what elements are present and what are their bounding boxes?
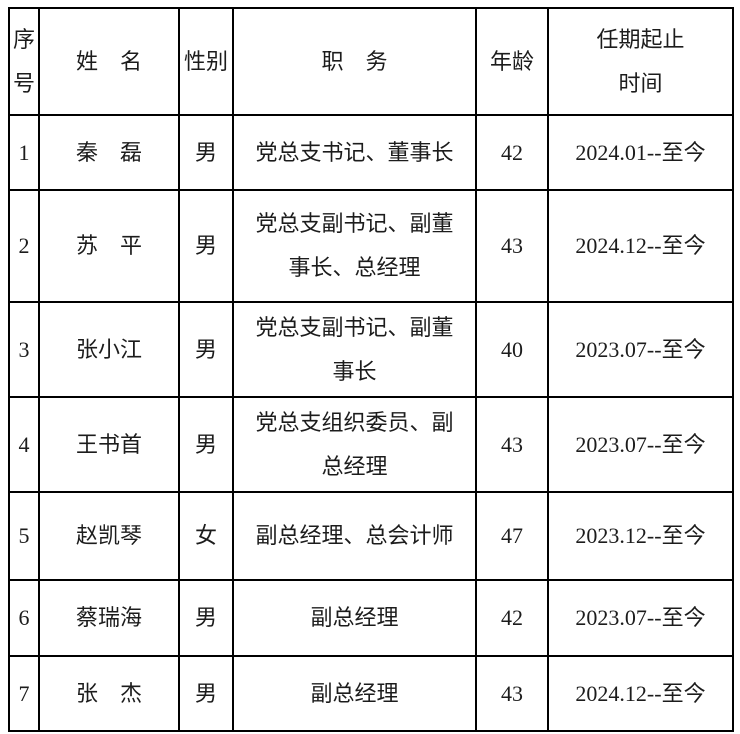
cell-name: 王书首 — [38, 396, 180, 493]
cell-term: 2024.12--至今 — [547, 655, 734, 732]
cell-term: 2023.07--至今 — [547, 579, 734, 657]
table-row: 5 赵凯琴 女 副总经理、总会计师 47 2023.12--至今 — [8, 491, 734, 581]
cell-gender: 男 — [178, 579, 234, 657]
table-row: 3 张小江 男 党总支副书记、副董 事长 40 2023.07--至今 — [8, 301, 734, 398]
cell-index: 1 — [8, 114, 40, 191]
cell-position: 副总经理、总会计师 — [232, 491, 477, 581]
header-cell-index: 序号 — [8, 7, 40, 116]
cell-position: 副总经理 — [232, 579, 477, 657]
header-cell-gender: 性别 — [178, 7, 234, 116]
table-row: 2 苏 平 男 党总支副书记、副董 事长、总经理 43 2024.12--至今 — [8, 189, 734, 303]
cell-age: 47 — [475, 491, 549, 581]
cell-gender: 男 — [178, 189, 234, 303]
cell-position: 党总支书记、董事长 — [232, 114, 477, 191]
cell-age: 43 — [475, 189, 549, 303]
cell-index: 5 — [8, 491, 40, 581]
cell-term: 2024.12--至今 — [547, 189, 734, 303]
header-cell-age: 年龄 — [475, 7, 549, 116]
table-row: 6 蔡瑞海 男 副总经理 42 2023.07--至今 — [8, 579, 734, 657]
table-row: 1 秦 磊 男 党总支书记、董事长 42 2024.01--至今 — [8, 114, 734, 191]
cell-gender: 男 — [178, 301, 234, 398]
cell-gender: 男 — [178, 396, 234, 493]
cell-position: 党总支组织委员、副 总经理 — [232, 396, 477, 493]
cell-position: 副总经理 — [232, 655, 477, 732]
cell-term: 2024.01--至今 — [547, 114, 734, 191]
cell-age: 43 — [475, 655, 549, 732]
cell-name: 赵凯琴 — [38, 491, 180, 581]
cell-age: 43 — [475, 396, 549, 493]
cell-position: 党总支副书记、副董 事长、总经理 — [232, 189, 477, 303]
table-header-row: 序号 姓 名 性别 职 务 年龄 任期起止 时间 — [8, 7, 734, 116]
cell-gender: 男 — [178, 655, 234, 732]
cell-age: 42 — [475, 114, 549, 191]
cell-name: 秦 磊 — [38, 114, 180, 191]
cell-term: 2023.07--至今 — [547, 396, 734, 493]
personnel-table: 序号 姓 名 性别 职 务 年龄 任期起止 时间 1 秦 磊 男 党总支书记、董… — [8, 7, 734, 732]
header-cell-name: 姓 名 — [38, 7, 180, 116]
cell-age: 40 — [475, 301, 549, 398]
cell-index: 6 — [8, 579, 40, 657]
cell-position: 党总支副书记、副董 事长 — [232, 301, 477, 398]
cell-name: 张小江 — [38, 301, 180, 398]
cell-term: 2023.12--至今 — [547, 491, 734, 581]
header-cell-position: 职 务 — [232, 7, 477, 116]
cell-name: 张 杰 — [38, 655, 180, 732]
table-row: 4 王书首 男 党总支组织委员、副 总经理 43 2023.07--至今 — [8, 396, 734, 493]
cell-index: 3 — [8, 301, 40, 398]
table-row: 7 张 杰 男 副总经理 43 2024.12--至今 — [8, 655, 734, 732]
cell-index: 2 — [8, 189, 40, 303]
cell-gender: 女 — [178, 491, 234, 581]
cell-name: 苏 平 — [38, 189, 180, 303]
cell-term: 2023.07--至今 — [547, 301, 734, 398]
header-cell-term: 任期起止 时间 — [547, 7, 734, 116]
cell-name: 蔡瑞海 — [38, 579, 180, 657]
cell-index: 7 — [8, 655, 40, 732]
cell-age: 42 — [475, 579, 549, 657]
cell-gender: 男 — [178, 114, 234, 191]
cell-index: 4 — [8, 396, 40, 493]
